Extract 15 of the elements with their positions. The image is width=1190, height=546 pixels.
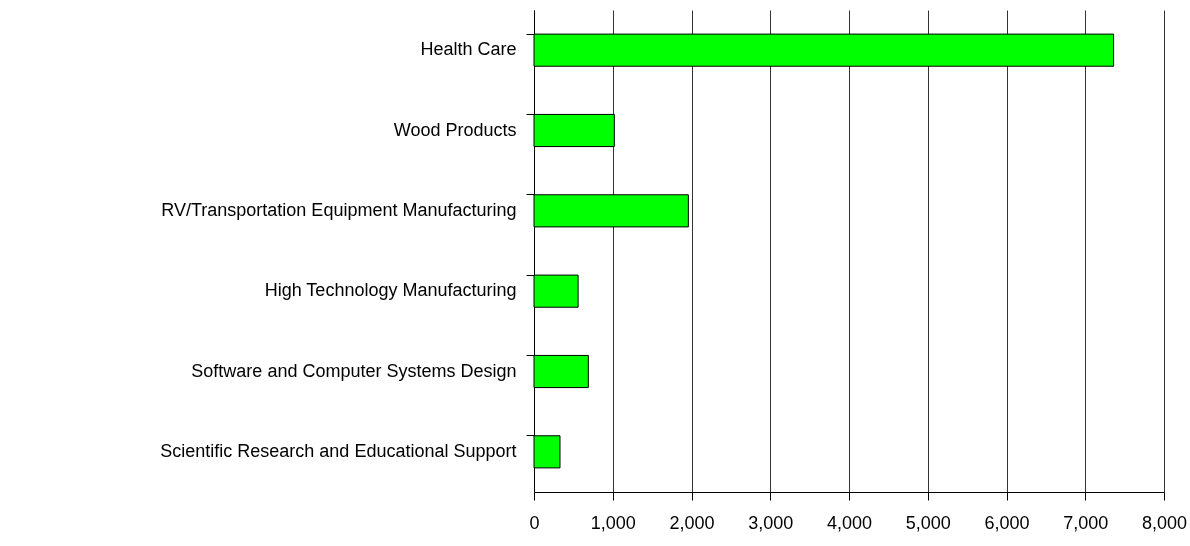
x-tick-label: 0	[529, 512, 540, 533]
x-tick-label: 3,000	[748, 512, 794, 533]
x-tick-label: 7,000	[1063, 512, 1109, 533]
x-tick-label: 2,000	[669, 512, 715, 533]
y-tick-label: Scientific Research and Educational Support	[160, 440, 517, 461]
x-tick-label: 5,000	[905, 512, 951, 533]
x-tick-label: 1,000	[590, 512, 636, 533]
y-tick-label: Wood Products	[393, 119, 517, 140]
y-tick-label: High Technology Manufacturing	[264, 280, 517, 301]
x-tick-label: 4,000	[826, 512, 873, 533]
x-tick-label: 8,000	[1141, 512, 1188, 533]
y-tick-label: Software and Computer Systems Design	[191, 360, 517, 381]
y-tick-label: RV/Transportation Equipment Manufacturing	[161, 199, 517, 220]
x-tick-label: 6,000	[984, 512, 1030, 533]
y-tick-label: Health Care	[420, 39, 517, 60]
